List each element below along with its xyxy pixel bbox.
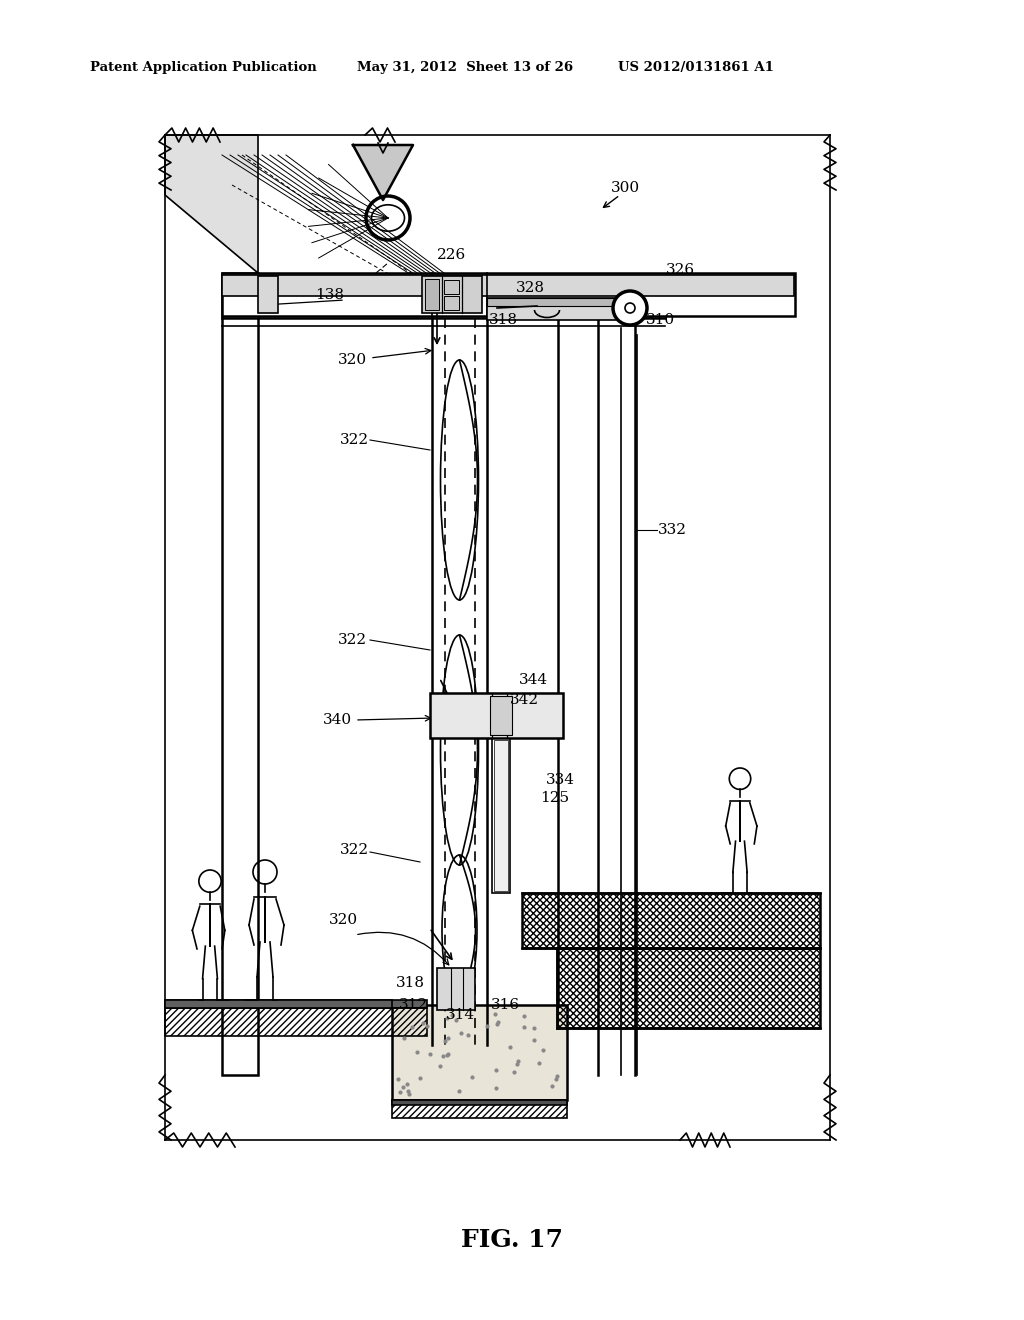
Text: Patent Application Publication: Patent Application Publication <box>90 62 316 74</box>
Text: 226: 226 <box>437 248 467 261</box>
Bar <box>258 276 278 313</box>
Bar <box>392 1005 567 1100</box>
Polygon shape <box>165 135 258 273</box>
Circle shape <box>613 290 647 325</box>
Bar <box>222 273 258 1074</box>
Text: 318: 318 <box>395 975 425 990</box>
Text: 125: 125 <box>541 791 569 805</box>
Bar <box>165 1001 427 1008</box>
Bar <box>422 276 482 313</box>
Text: 314: 314 <box>445 1008 474 1022</box>
Text: 312: 312 <box>398 998 428 1012</box>
Bar <box>222 275 794 296</box>
Text: 320: 320 <box>329 913 357 927</box>
Bar <box>444 280 459 294</box>
Bar <box>430 693 563 738</box>
Text: May 31, 2012  Sheet 13 of 26: May 31, 2012 Sheet 13 of 26 <box>357 62 573 74</box>
Text: 334: 334 <box>546 774 574 787</box>
Text: 342: 342 <box>509 693 539 708</box>
Text: 328: 328 <box>515 281 545 294</box>
Bar <box>487 298 640 319</box>
Bar <box>222 273 795 315</box>
Text: 326: 326 <box>666 263 694 277</box>
Bar <box>490 696 512 735</box>
Bar <box>557 948 820 1028</box>
Text: 320: 320 <box>338 352 367 367</box>
Bar <box>165 1001 392 1008</box>
Text: 322: 322 <box>338 634 367 647</box>
Bar <box>444 296 459 310</box>
Text: 340: 340 <box>323 713 351 727</box>
Text: FIG. 17: FIG. 17 <box>461 1228 563 1251</box>
Text: 310: 310 <box>645 313 675 327</box>
Text: 316: 316 <box>490 998 519 1012</box>
Bar <box>165 1008 427 1036</box>
Bar <box>487 298 640 306</box>
Text: 300: 300 <box>610 181 640 195</box>
Text: 318: 318 <box>488 313 517 327</box>
Text: 332: 332 <box>657 523 686 537</box>
Bar <box>425 279 439 310</box>
Text: US 2012/0131861 A1: US 2012/0131861 A1 <box>618 62 774 74</box>
Bar <box>392 1100 567 1118</box>
Bar <box>392 1100 567 1105</box>
Bar <box>522 894 820 948</box>
Bar <box>492 738 510 894</box>
Bar <box>494 741 508 891</box>
Text: 344: 344 <box>518 673 548 686</box>
Text: 322: 322 <box>339 843 369 857</box>
Bar <box>437 968 475 1010</box>
Text: 138: 138 <box>315 288 344 302</box>
Polygon shape <box>353 145 413 201</box>
Text: 322: 322 <box>339 433 369 447</box>
